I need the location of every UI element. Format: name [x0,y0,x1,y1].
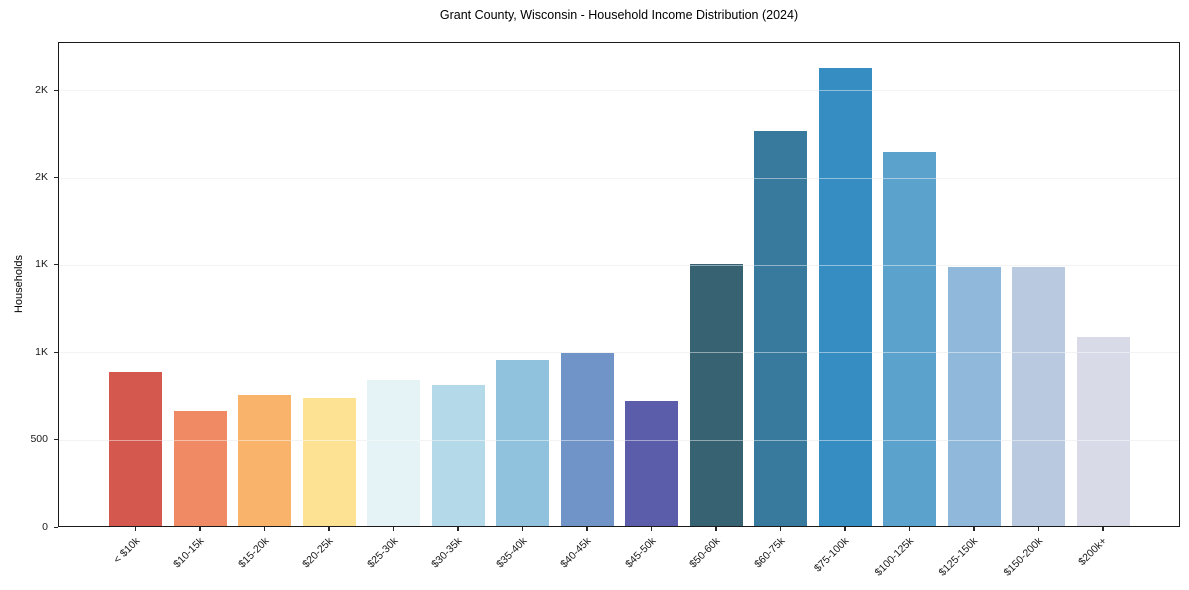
bar-60-75k [754,131,807,527]
y-tick-mark [54,526,58,528]
x-tick-mark [199,527,201,531]
y-tick-label: 500 [30,433,48,446]
gridline [58,177,1180,179]
y-tick-mark [54,264,58,266]
x-tick-label: $75-100k [812,535,852,575]
x-tick-label: $30-35k [429,535,465,571]
bar-75-100k [818,68,872,527]
bar-40-45k [560,353,614,527]
y-tick-label: 2K [35,171,48,183]
bar-10k [109,372,162,527]
y-tick-mark [54,89,58,91]
gridline [58,90,1180,92]
x-tick-mark [586,527,588,531]
x-tick-label: $200k+ [1076,535,1110,569]
gridline [58,90,1180,92]
x-tick-mark [650,527,653,531]
bar-125-150k [947,266,1001,527]
x-tick-mark [779,527,782,531]
x-tick-mark [1037,527,1040,531]
x-tick-mark [715,527,717,531]
bar-150-200k [1012,266,1065,527]
y-tick-label: 2K [35,83,48,96]
x-tick-label: $40-45k [558,535,594,571]
x-tick-mark [973,527,975,531]
x-tick-mark [521,527,524,531]
x-tick-label: $20-25k [300,535,336,571]
x-tick-mark [457,527,459,531]
x-tick-label: $25-30k [364,535,400,571]
gridline [58,177,1180,179]
y-tick-mark [54,351,58,353]
bar-200k [1076,337,1130,527]
gridline [58,439,1180,441]
x-tick-mark [263,527,266,531]
x-tick-mark [392,527,395,531]
x-tick-mark [328,527,330,531]
x-tick-label: $45-50k [622,535,658,571]
bar-30-35k [431,385,485,527]
gridline [58,352,1180,354]
bar-100-125k [883,152,936,527]
bar-10-15k [173,410,227,527]
bar-15-20k [238,395,291,527]
bar-20-25k [302,397,356,527]
x-tick-label: $150-200k [1001,535,1045,579]
x-tick-label: $15-20k [235,535,271,571]
y-tick-label: 1K [35,258,48,271]
bar-50-60k [689,264,743,527]
x-tick-label: $125-150k [936,535,981,579]
x-tick-mark [1102,527,1104,531]
y-tick-label: 0 [42,520,48,533]
x-tick-label: < $10k [110,535,142,566]
bar-35-40k [496,360,549,527]
chart-title: Grant County, Wisconsin - Household Inco… [439,8,799,22]
x-tick-label: $10-15k [171,535,207,571]
bar-25-30k [367,380,420,527]
x-tick-mark [844,527,846,531]
gridline [58,264,1180,266]
x-tick-label: $35-40k [493,535,529,571]
bar-45-50k [625,401,678,527]
y-tick-mark [54,439,58,441]
x-tick-label: $50-60k [687,535,723,571]
gridline [58,264,1180,266]
y-tick-mark [54,177,58,179]
gridline [58,352,1180,354]
x-tick-label: $100-125k [872,535,916,579]
x-tick-mark [134,527,137,531]
x-tick-label: $60-75k [751,535,787,571]
y-tick-label: 1K [35,345,48,358]
gridline [58,439,1180,441]
x-tick-mark [908,527,911,531]
